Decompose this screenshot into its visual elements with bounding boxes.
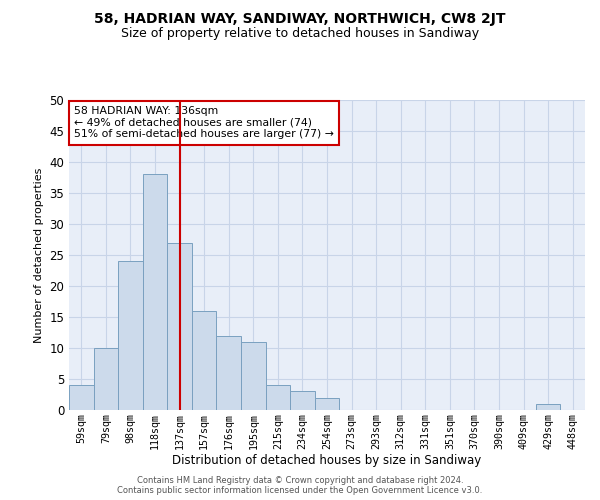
Bar (536, 404, 560, 410)
Bar (217, 336, 241, 410)
Text: Size of property relative to detached houses in Sandiway: Size of property relative to detached ho… (121, 28, 479, 40)
Bar (192, 311, 217, 410)
Bar (167, 242, 192, 410)
Bar (315, 398, 339, 410)
Bar (143, 174, 167, 410)
Bar (69, 385, 94, 410)
Bar (241, 342, 266, 410)
Bar (266, 385, 290, 410)
Bar (118, 261, 143, 410)
Bar (94, 348, 118, 410)
Y-axis label: Number of detached properties: Number of detached properties (34, 168, 44, 342)
Bar (290, 392, 315, 410)
Text: Contains HM Land Registry data © Crown copyright and database right 2024.
Contai: Contains HM Land Registry data © Crown c… (118, 476, 482, 495)
Text: 58 HADRIAN WAY: 136sqm
← 49% of detached houses are smaller (74)
51% of semi-det: 58 HADRIAN WAY: 136sqm ← 49% of detached… (74, 106, 334, 140)
X-axis label: Distribution of detached houses by size in Sandiway: Distribution of detached houses by size … (172, 454, 482, 468)
Text: 58, HADRIAN WAY, SANDIWAY, NORTHWICH, CW8 2JT: 58, HADRIAN WAY, SANDIWAY, NORTHWICH, CW… (94, 12, 506, 26)
